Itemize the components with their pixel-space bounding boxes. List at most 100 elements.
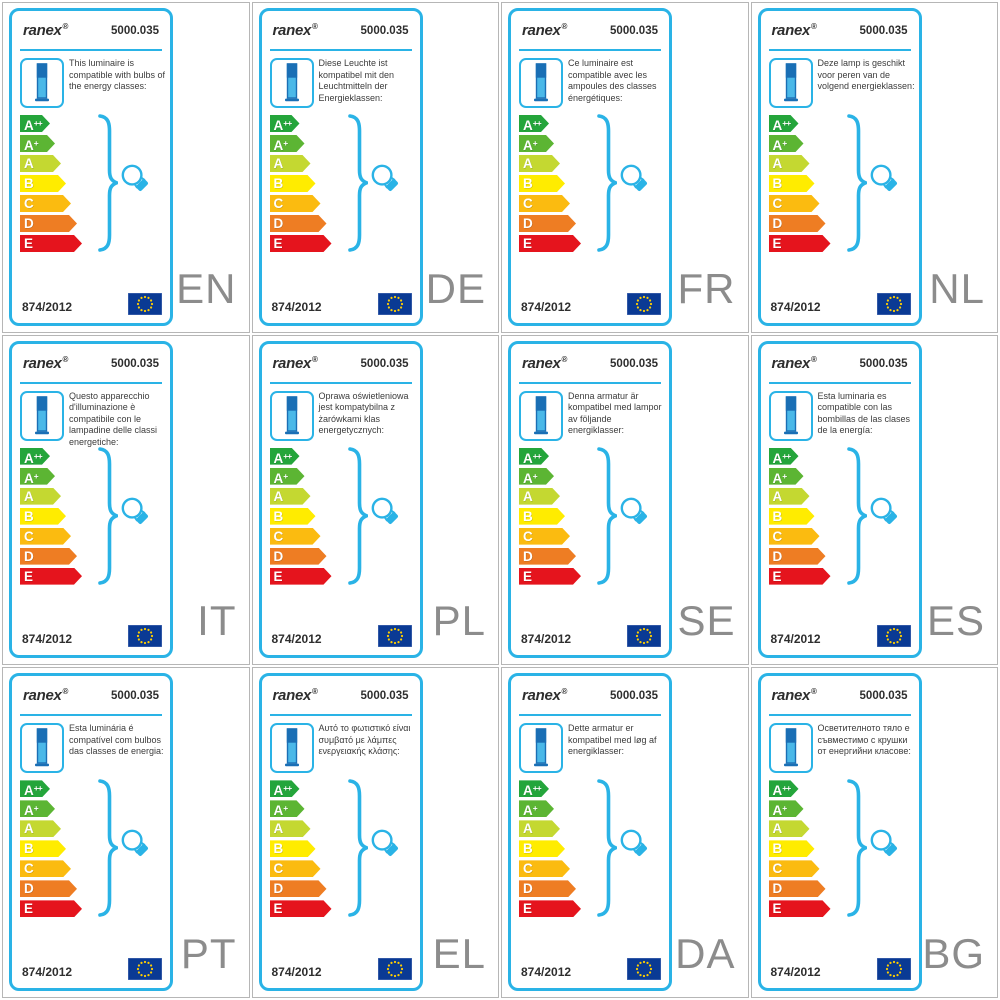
energy-class-letter: A [772, 156, 783, 171]
energy-class-arrow-b: B [769, 175, 815, 192]
energy-class-letter: A [24, 470, 34, 486]
energy-class-letter: D [273, 881, 284, 897]
brand-name: ranex [522, 22, 561, 39]
energy-class-letter: C [523, 528, 533, 544]
energy-class-list: A++ A+ A B C D E [270, 448, 332, 588]
energy-class-arrow-e: E [20, 900, 82, 917]
energy-class-arrow-e: E [519, 900, 581, 917]
energy-class-arrow-a: A [20, 155, 61, 172]
energy-class-arrow-ap: A+ [769, 135, 804, 152]
language-code: DE [425, 264, 486, 312]
energy-class-arrow-b: B [519, 175, 565, 192]
light-bulb-icon [864, 825, 906, 867]
curly-brace-glyph [595, 779, 621, 918]
model-number: 5000.035 [610, 25, 658, 37]
bollard-light-icon [20, 390, 64, 441]
energy-class-list: A++ A+ A B C D E [519, 115, 581, 255]
eu-flag-icon [377, 957, 412, 981]
energy-class-letter: A [523, 118, 533, 133]
energy-class-arrow-b: B [769, 508, 815, 525]
energy-class-letter: E [772, 568, 782, 584]
energy-class-arrow-e: E [769, 568, 831, 585]
energy-class-letter: D [24, 548, 34, 564]
energy-class-arrow-a: A [769, 488, 810, 505]
bollard-light-icon [269, 58, 314, 108]
curly-brace-glyph [595, 114, 621, 252]
curly-brace-glyph [845, 446, 870, 585]
energy-class-arrow-b: B [769, 840, 815, 857]
energy-class-arrow-c: C [769, 860, 820, 877]
eu-flag-icon [876, 624, 911, 648]
energy-class-arrow-d: D [519, 548, 576, 565]
energy-label-card: ranex® 5000.035 This luminaire is compat… [9, 8, 173, 326]
energy-class-arrow-c: C [20, 195, 71, 212]
energy-class-letter: A [273, 156, 284, 171]
registered-trademark-mark: ® [312, 22, 318, 31]
energy-class-letter: E [772, 236, 782, 251]
energy-class-letter: C [24, 196, 34, 211]
energy-class-arrow-app: A++ [519, 115, 549, 132]
energy-class-arrow-a: A [270, 488, 311, 505]
energy-class-letter: A [523, 450, 533, 466]
label-cell: ranex® 5000.035 Diese Leuchte ist kompat… [251, 2, 499, 333]
header-divider [519, 381, 661, 384]
brand-name: ranex [23, 687, 62, 705]
brand-logo: ranex® [23, 355, 68, 372]
curly-brace-glyph [845, 779, 870, 918]
energy-class-arrow-c: C [769, 195, 820, 212]
energy-class-letter: A [273, 470, 284, 486]
energy-class-superscript: + [33, 470, 38, 481]
eu-flag-icon [876, 292, 911, 316]
energy-class-superscript: ++ [33, 118, 42, 128]
energy-class-arrow-b: B [270, 840, 316, 857]
energy-class-arrow-d: D [769, 548, 826, 565]
registered-trademark-mark: ® [811, 354, 817, 364]
regulation-number: 874/2012 [770, 299, 821, 314]
language-code: SE [677, 597, 736, 645]
registered-trademark-mark: ® [62, 22, 69, 31]
language-code: DA [675, 929, 736, 977]
brand-logo: ranex® [772, 687, 817, 704]
energy-class-arrow-d: D [769, 215, 826, 232]
curly-brace-glyph [96, 779, 122, 918]
header-divider [768, 49, 911, 51]
energy-class-list: A++ A+ A B C D E [519, 780, 581, 920]
language-code: PL [432, 597, 486, 645]
bollard-light-icon [768, 58, 813, 108]
energy-class-arrow-ap: A+ [519, 468, 554, 485]
compatibility-description: This luminaire is compatible with bulbs … [69, 58, 166, 91]
energy-label-card: ranex® 5000.035 Осветителното тяло е съв… [757, 673, 922, 991]
energy-class-arrow-ap: A+ [270, 800, 305, 817]
energy-class-arrow-e: E [270, 900, 332, 917]
energy-class-arrow-ap: A+ [769, 468, 804, 485]
energy-class-letter: A [523, 803, 533, 819]
bollard-light-icon [768, 723, 813, 774]
energy-class-letter: C [523, 196, 533, 211]
energy-class-arrow-app: A++ [270, 780, 300, 797]
energy-class-arrow-app: A++ [270, 448, 300, 465]
energy-class-arrow-app: A++ [769, 780, 799, 797]
energy-class-superscript: ++ [532, 450, 541, 461]
energy-class-letter: D [772, 216, 783, 231]
energy-class-superscript: ++ [532, 118, 541, 128]
regulation-number: 874/2012 [770, 964, 821, 979]
energy-class-arrow-e: E [20, 235, 82, 252]
energy-class-letter: D [24, 881, 34, 897]
energy-class-superscript: + [283, 138, 288, 148]
brand-logo: ranex® [23, 687, 68, 704]
energy-class-arrow-ap: A+ [769, 800, 804, 817]
energy-class-arrow-e: E [519, 568, 581, 585]
eu-flag-icon [626, 292, 662, 316]
header-divider [519, 714, 661, 717]
bollard-light-icon [269, 723, 314, 774]
energy-class-letter: C [772, 861, 783, 877]
regulation-number: 874/2012 [521, 632, 572, 647]
header-divider [269, 381, 412, 384]
energy-class-letter: E [273, 568, 283, 584]
compatibility-description: Denna armatur är kompatibel med lampor a… [568, 390, 662, 436]
registered-trademark-mark: ® [561, 22, 568, 31]
bollard-light-icon [20, 723, 64, 774]
energy-class-letter: E [523, 901, 533, 917]
brand-name: ranex [272, 687, 312, 705]
energy-class-letter: C [772, 528, 783, 544]
